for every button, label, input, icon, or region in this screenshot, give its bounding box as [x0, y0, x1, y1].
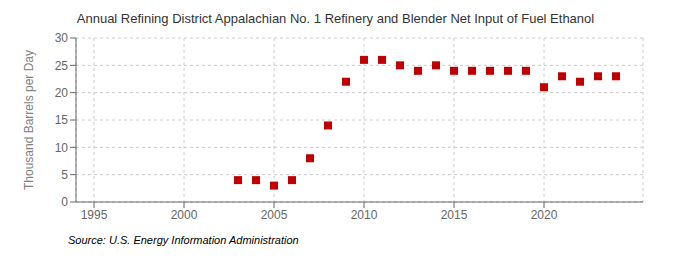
- svg-text:0: 0: [61, 195, 68, 209]
- svg-text:2005: 2005: [261, 208, 288, 222]
- svg-text:25: 25: [55, 59, 69, 73]
- svg-text:15: 15: [55, 113, 69, 127]
- svg-text:10: 10: [55, 141, 69, 155]
- svg-text:1995: 1995: [81, 208, 108, 222]
- svg-text:2000: 2000: [171, 208, 198, 222]
- svg-text:2020: 2020: [531, 208, 558, 222]
- html-text:Source: U.S. Energy Informatio: Source: U.S. Energy Information Administ…: [68, 234, 299, 246]
- svg-text:2010: 2010: [351, 208, 378, 222]
- html-text:Annual Refining District Appal: Annual Refining District Appalachian No.…: [76, 11, 595, 26]
- svg-text:20: 20: [55, 86, 69, 100]
- svg-text:5: 5: [61, 168, 68, 182]
- svg-text:30: 30: [55, 31, 69, 45]
- svg-text:Thousand Barrels per Day: Thousand Barrels per Day: [22, 50, 36, 190]
- svg-text:2015: 2015: [441, 208, 468, 222]
